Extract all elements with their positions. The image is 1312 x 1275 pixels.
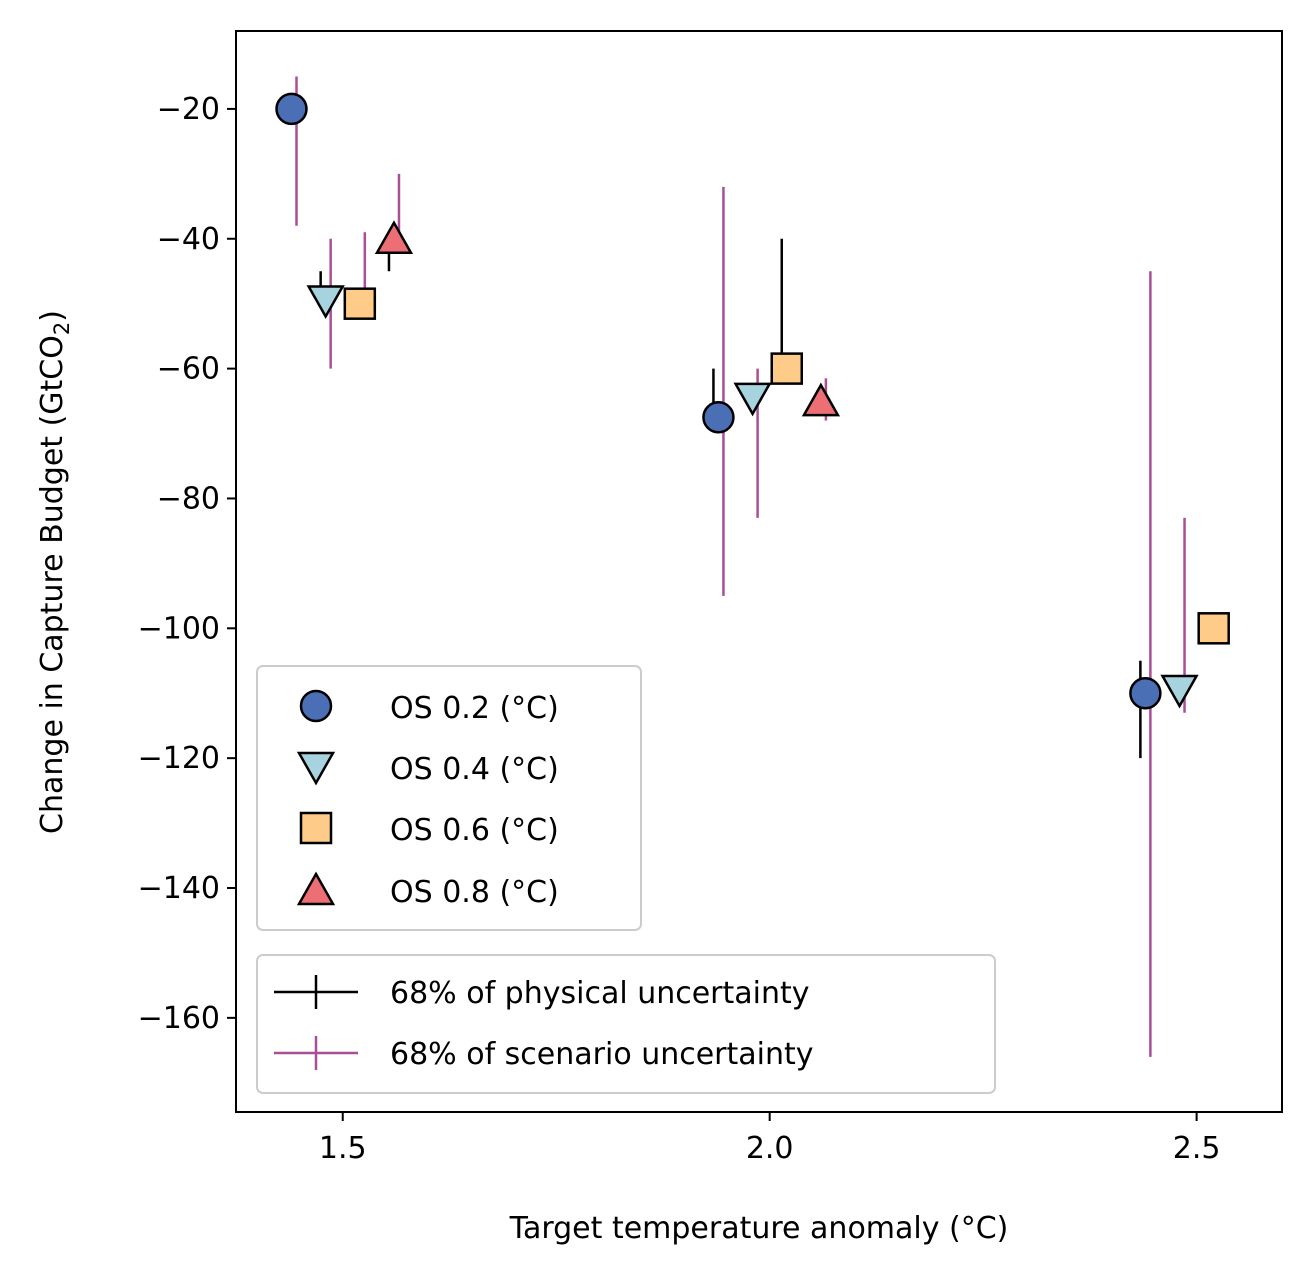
data-point-square (1197, 612, 1230, 645)
y-tick-label: −100 (138, 611, 220, 646)
legend-label-os08: OS 0.8 (°C) (390, 875, 559, 910)
plot-area (275, 76, 1230, 1057)
data-point-circle (275, 92, 308, 126)
data-point-triangle-up (801, 382, 841, 417)
y-tick-label: −80 (157, 481, 220, 516)
legend-label-os06: OS 0.6 (°C) (390, 813, 559, 848)
legend-label-physical: 68% of physical uncertainty (390, 976, 810, 1011)
uncertainty-legend: 68% of physical uncertainty 68% of scena… (256, 954, 996, 1094)
legend-label-os02: OS 0.2 (°C) (390, 691, 559, 726)
y-tick-label: −140 (138, 871, 220, 906)
data-point-triangle-down (733, 382, 772, 417)
data-point-triangle-down (306, 285, 345, 319)
y-axis-label: Change in Capture Budget (GtCO2) (35, 310, 74, 834)
marker-legend-box (256, 665, 642, 931)
y-tick-label: −160 (138, 1001, 220, 1036)
marker-legend: OS 0.2 (°C) OS 0.4 (°C) OS 0.6 (°C) OS 0… (256, 665, 642, 931)
x-tick-label: 2.0 (746, 1131, 794, 1166)
x-axis-label: Target temperature anomaly (°C) (509, 1211, 1009, 1246)
legend-label-scenario: 68% of scenario uncertainty (390, 1037, 814, 1072)
y-tick-label: −60 (157, 352, 220, 387)
uncertainty-legend-box (256, 954, 996, 1094)
legend-marker-circle (299, 689, 333, 723)
x-tick-label: 2.5 (1173, 1131, 1221, 1166)
legend-marker-square (299, 811, 333, 845)
data-point-square (770, 352, 804, 385)
legend-label-os04: OS 0.4 (°C) (390, 752, 559, 787)
axes-frame (235, 30, 1283, 1113)
data-point-circle (1129, 676, 1162, 710)
data-point-circle (702, 401, 735, 434)
data-point-square (343, 287, 377, 320)
y-tick-label: −120 (138, 741, 220, 776)
y-tick-label: −20 (157, 92, 220, 127)
legend-marker-triangle-down (296, 751, 336, 786)
x-tick-label: 1.5 (319, 1131, 367, 1166)
axis-ticks: 1.5 2.0 2.5 −20 −40 −60 −80 −100 −120 −140 −160 (138, 92, 1221, 1166)
data-point-triangle-down (1160, 674, 1199, 709)
data-point-triangle-up (374, 220, 414, 255)
legend-marker-triangle-up (296, 871, 336, 906)
y-tick-label: −40 (157, 222, 220, 257)
